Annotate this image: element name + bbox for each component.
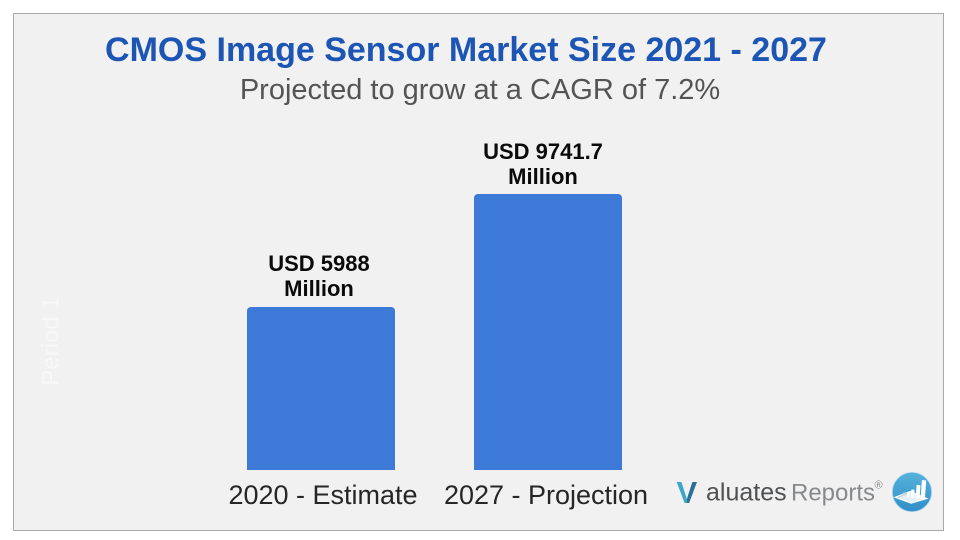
svg-text:V: V [677, 475, 698, 510]
svg-text:aluates: aluates [706, 479, 787, 507]
svg-text:®: ® [875, 480, 883, 492]
svg-text:Reports: Reports [791, 480, 875, 507]
